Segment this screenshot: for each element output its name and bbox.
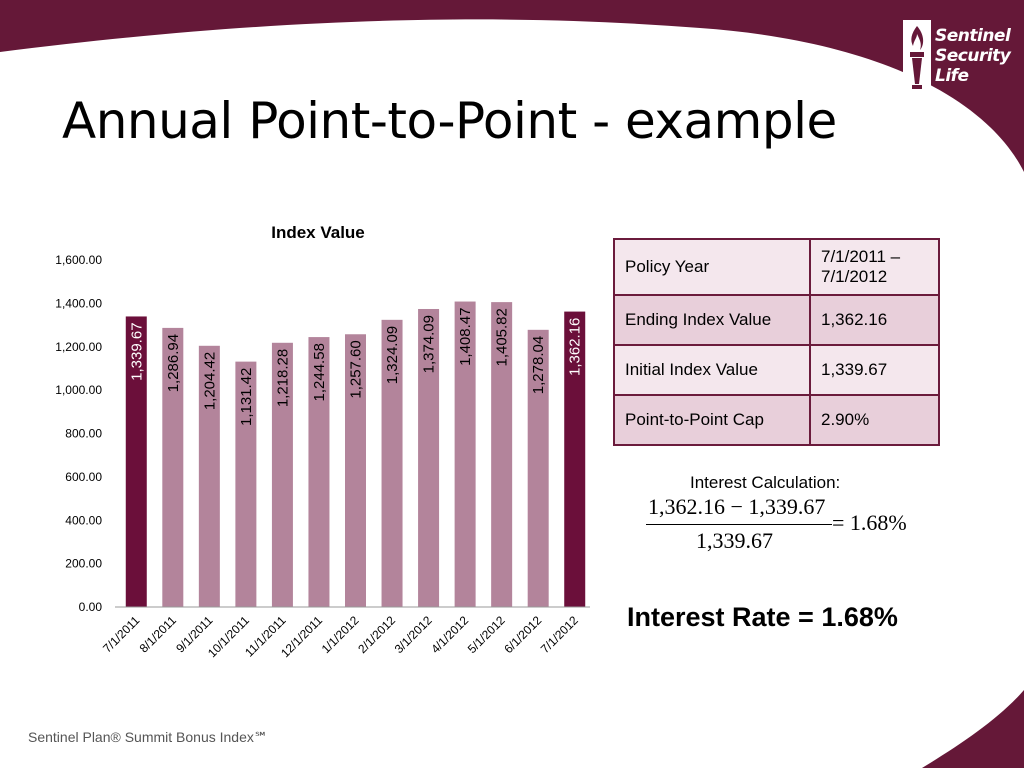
bar-data-label: 1,286.94: [165, 334, 182, 392]
table-row: Ending Index Value 1,362.16: [613, 294, 940, 346]
table-cell-label: Policy Year: [613, 238, 811, 296]
chart-bar: [381, 319, 403, 607]
logo-line-3: Life: [935, 66, 969, 86]
chart-bar: [198, 345, 220, 607]
chart-bar: [454, 301, 476, 607]
x-tick-label: 5/1/2012: [465, 613, 508, 656]
bar-data-label: 1,204.42: [201, 352, 218, 410]
table-cell-label: Ending Index Value: [613, 294, 811, 346]
interest-formula: 1,362.16 − 1,339.67 1,339.67 = 1.68%: [640, 494, 930, 554]
bottom-swoosh: [922, 690, 1024, 768]
logo-text: Sentinel Security Life: [935, 26, 1011, 86]
y-tick-label: 400.00: [65, 513, 102, 527]
chart-bar: [527, 329, 549, 607]
y-tick-label: 1,400.00: [55, 296, 102, 310]
table-row: Point-to-Point Cap 2.90%: [613, 394, 940, 446]
policy-info-table: Policy Year 7/1/2011 – 7/1/2012 Ending I…: [613, 238, 940, 446]
chart-bar: [125, 316, 147, 607]
company-logo: Sentinel Security Life: [903, 20, 1013, 98]
fraction-bar: [646, 524, 832, 525]
y-tick-label: 200.00: [65, 557, 102, 571]
bar-data-label: 1,218.28: [274, 349, 291, 407]
bar-data-label: 1,324.09: [384, 326, 401, 384]
y-tick-label: 0.00: [79, 600, 103, 614]
table-cell-label: Initial Index Value: [613, 344, 811, 396]
chart-bar: [235, 361, 257, 607]
page-title: Annual Point-to-Point - example: [62, 92, 837, 150]
y-tick-label: 1,600.00: [55, 253, 102, 267]
table-row: Initial Index Value 1,339.67: [613, 344, 940, 396]
calculation-label: Interest Calculation:: [690, 473, 841, 492]
formula-result: = 1.68%: [832, 510, 907, 535]
x-axis: 7/1/20118/1/20119/1/201110/1/201111/1/20…: [100, 606, 590, 660]
chart-bar: [564, 311, 586, 607]
bar-data-label: 1,131.42: [238, 368, 255, 426]
bar-data-label: 1,405.82: [494, 308, 511, 366]
table-cell-label: Point-to-Point Cap: [613, 394, 811, 446]
bar-data-label: 1,362.16: [567, 318, 584, 376]
logo-line-1: Sentinel: [935, 26, 1011, 46]
x-tick-label: 4/1/2012: [428, 613, 471, 656]
y-tick-label: 1,000.00: [55, 383, 102, 397]
y-axis: 0.00 200.00 400.00 600.00 800.00 1,000.00 1,20…: [55, 253, 102, 614]
interest-rate: Interest Rate = 1.68%: [627, 602, 898, 632]
x-tick-label: 7/1/2012: [538, 613, 581, 656]
y-tick-label: 600.00: [65, 470, 102, 484]
formula-denominator: 1,339.67: [696, 528, 773, 553]
x-tick-label: 2/1/2012: [355, 613, 398, 656]
y-tick-label: 800.00: [65, 427, 102, 441]
chart-bar: [491, 302, 513, 607]
y-tick-label: 1,200.00: [55, 340, 102, 354]
table-cell-value: 1,362.16: [809, 294, 940, 346]
bar-data-label: 1,408.47: [457, 308, 474, 366]
chart-bar: [418, 308, 440, 607]
x-tick-label: 8/1/2011: [137, 613, 180, 656]
bar-data-label: 1,257.60: [348, 340, 365, 398]
bar-data-label: 1,339.67: [128, 322, 145, 380]
x-tick-label: 6/1/2012: [501, 613, 544, 656]
bar-data-label: 1,374.09: [421, 315, 438, 373]
table-row: Policy Year 7/1/2011 – 7/1/2012: [613, 238, 940, 296]
chart-bar: [162, 327, 184, 607]
torch-icon: [903, 20, 931, 96]
chart-bar: [345, 334, 366, 607]
x-tick-label: 1/1/2012: [319, 613, 362, 656]
table-cell-value: 2.90%: [809, 394, 940, 446]
chart-title: Index Value: [271, 223, 365, 242]
bar-data-label: 1,278.04: [530, 336, 547, 394]
footer-text: Sentinel Plan® Summit Bonus Index℠: [28, 729, 269, 745]
table-cell-value: 1,339.67: [809, 344, 940, 396]
bar-series: 1,339.67 1,286.94 1,204.42 1,131.42 1,218.28…: [125, 301, 586, 607]
logo-line-2: Security: [935, 46, 1011, 66]
formula-numerator: 1,362.16 − 1,339.67: [648, 494, 826, 519]
chart-bar: [308, 337, 330, 607]
x-tick-label: 3/1/2012: [392, 613, 435, 656]
x-tick-label: 7/1/2011: [100, 613, 143, 656]
index-value-bar-chart: Index Value 0.00 200.00 400.00 600.00 800.00…: [55, 223, 590, 660]
bar-data-label: 1,244.58: [311, 343, 328, 401]
top-swoosh: [0, 0, 1024, 172]
table-cell-value: 7/1/2011 – 7/1/2012: [809, 238, 940, 296]
chart-bar: [271, 342, 293, 607]
